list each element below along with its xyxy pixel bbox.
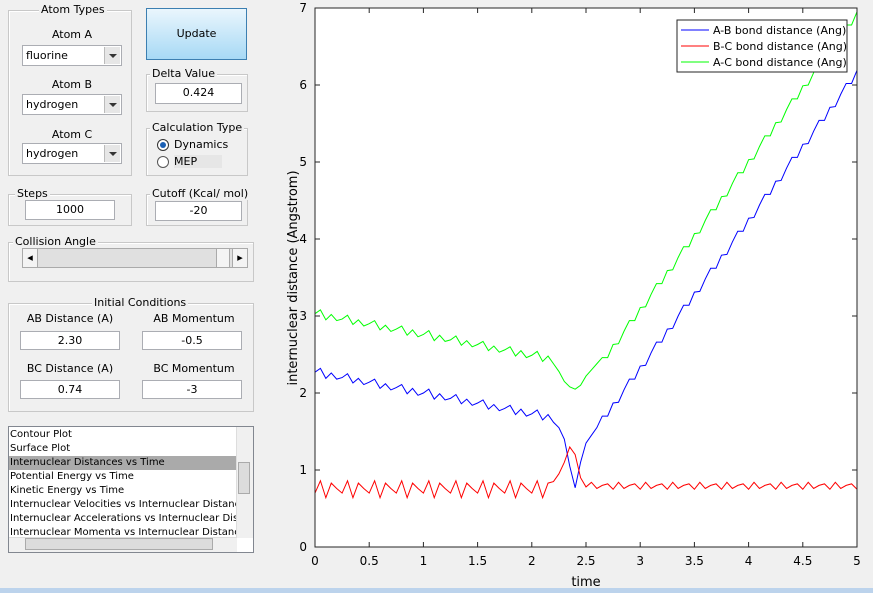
x-tick-label: 2.5	[576, 554, 595, 568]
data-line	[314, 445, 858, 500]
steps-panel: Steps	[8, 187, 132, 226]
y-tick-label: 3	[299, 309, 307, 323]
list-item[interactable]: Surface Plot	[10, 443, 71, 454]
list-item[interactable]: Internuclear Accelerations vs Internucle…	[10, 513, 237, 524]
y-tick-label: 7	[299, 1, 307, 15]
calculation-type-panel: Calculation Type	[146, 121, 248, 176]
dropdown-value: hydrogen	[26, 147, 79, 160]
x-tick-label: 4.5	[793, 554, 812, 568]
atom-a-dropdown[interactable]: fluorine	[22, 45, 122, 66]
bc-momentum-input[interactable]: -3	[142, 380, 242, 399]
list-item[interactable]: Internuclear Velocities vs Internuclear …	[10, 499, 237, 510]
panel-title: Atom Types	[39, 3, 107, 16]
panel-title: Cutoff (Kcal/ mol)	[150, 187, 251, 200]
dropdown-value: hydrogen	[26, 98, 79, 111]
radio-mep[interactable]	[157, 156, 169, 168]
data-line	[314, 11, 858, 390]
data-line	[314, 70, 858, 488]
x-tick-label: 1	[420, 554, 428, 568]
y-tick-label: 2	[299, 386, 307, 400]
x-tick-label: 0.5	[360, 554, 379, 568]
radio-label: Dynamics	[174, 138, 229, 151]
plot-listbox[interactable]: Contour Plot Surface Plot Internuclear Dis…	[8, 426, 254, 553]
list-item[interactable]: Potential Energy vs Time	[10, 471, 134, 482]
x-tick-label: 3.5	[685, 554, 704, 568]
legend-label: A-C bond distance (Ang)	[713, 56, 847, 69]
y-tick-label: 0	[299, 540, 307, 554]
panel-title: Steps	[15, 187, 50, 200]
label: Atom B	[51, 78, 93, 91]
panel-title: Collision Angle	[13, 235, 98, 248]
y-tick-label: 4	[299, 232, 307, 246]
dropdown-value: fluorine	[26, 49, 68, 62]
y-axis-label: internuclear distance (Angstrom)	[286, 170, 301, 385]
x-axis-label: time	[571, 575, 600, 588]
atom-types-panel: Atom Types	[8, 3, 132, 176]
x-tick-label: 4	[745, 554, 753, 568]
y-tick-label: 1	[299, 463, 307, 477]
radio-label: MEP	[174, 155, 222, 168]
label: BC Distance (A)	[26, 362, 114, 375]
x-tick-label: 5	[853, 554, 861, 568]
x-tick-label: 1.5	[468, 554, 487, 568]
x-tick-label: 2	[528, 554, 536, 568]
radio-dynamics[interactable]	[157, 139, 169, 151]
atom-c-dropdown[interactable]: hydrogen	[22, 143, 122, 164]
y-tick-label: 5	[299, 155, 307, 169]
label: AB Momentum	[153, 312, 235, 325]
plot-area	[315, 8, 857, 547]
label: Atom A	[51, 28, 93, 41]
steps-input[interactable]: 1000	[25, 200, 115, 220]
x-tick-label: 0	[311, 554, 319, 568]
panel-title: Initial Conditions	[92, 296, 189, 309]
bc-distance-input[interactable]: 0.74	[20, 380, 120, 399]
collision-angle-panel: Collision Angle	[8, 235, 254, 282]
legend-label: A-B bond distance (Ang)	[713, 24, 846, 37]
ab-momentum-input[interactable]: -0.5	[142, 331, 242, 350]
cutoff-panel: Cutoff (Kcal/ mol)	[146, 187, 251, 226]
delta-input[interactable]: 0.424	[155, 83, 242, 104]
status-strip	[0, 588, 873, 593]
label: Atom C	[51, 128, 93, 141]
cutoff-input[interactable]: -20	[155, 201, 242, 221]
delta-panel: Delta Value	[146, 67, 248, 112]
panel-title: Delta Value	[150, 67, 218, 80]
legend-label: B-C bond distance (Ang)	[713, 40, 847, 53]
label: AB Distance (A)	[26, 312, 114, 325]
list-item[interactable]: Kinetic Energy vs Time	[10, 485, 125, 496]
list-item[interactable]: Contour Plot	[10, 429, 72, 440]
ab-distance-input[interactable]: 2.30	[20, 331, 120, 350]
angle-slider[interactable]: ◂ ▸	[22, 248, 248, 268]
initial-conditions-panel: Initial Conditions	[8, 296, 254, 412]
list-item[interactable]: Internuclear Momenta vs Internuclear Dis…	[10, 527, 237, 538]
list-item[interactable]: Internuclear Distances vs Time	[9, 456, 237, 470]
update-button[interactable]: Update	[146, 8, 247, 60]
panel-title: Calculation Type	[150, 121, 245, 134]
label: BC Momentum	[153, 362, 235, 375]
x-tick-label: 3	[636, 554, 644, 568]
y-tick-label: 6	[299, 78, 307, 92]
axes-box	[314, 7, 858, 548]
atom-b-dropdown[interactable]: hydrogen	[22, 94, 122, 115]
